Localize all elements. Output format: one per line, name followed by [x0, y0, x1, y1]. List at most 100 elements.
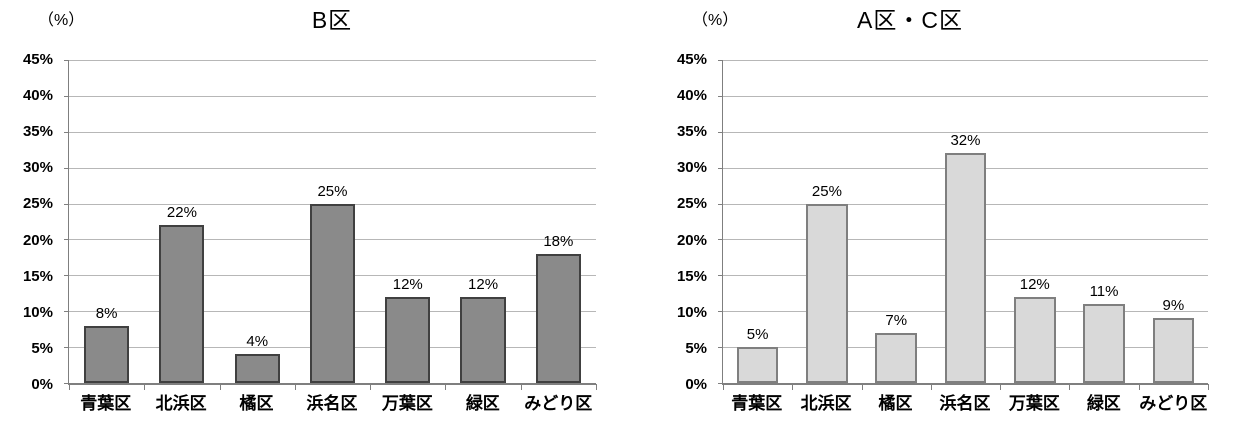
y-tick-label: 45% [22, 51, 53, 68]
y-tick-label: 45% [676, 51, 707, 68]
x-category-label: 橘区 [239, 394, 274, 413]
x-category-label: 万葉区 [381, 394, 433, 413]
chart-title: A区・C区 [857, 7, 963, 33]
y-tick-label: 30% [22, 159, 53, 177]
y-tick-mark [64, 383, 69, 384]
chart-b-ku: （%） B区 0% 5% 10% 15% 20% 25% 30% 35% 40% 45% 8% 22… [0, 7, 597, 418]
y-tick-label: 25% [22, 195, 53, 213]
bar-slot: 8% [69, 60, 144, 383]
gridline [69, 95, 596, 97]
y-tick-mark [64, 60, 69, 61]
bar-value-label: 4% [246, 333, 269, 351]
bar-value-label: 12% [468, 275, 499, 293]
bar-value-label: 18% [543, 232, 574, 250]
x-category-label: 青葉区 [80, 394, 132, 413]
x-category-label: 北浜区 [155, 394, 207, 413]
bar [84, 325, 130, 383]
y-tick-label: 20% [22, 231, 53, 249]
y-tick-label: 25% [676, 195, 707, 213]
x-tick-mark [520, 384, 522, 390]
bars-group: 5% 25% 7% 32% 12% 11% 9% [723, 60, 1208, 383]
bar [944, 153, 987, 383]
plot-area: 5% 25% 7% 32% 12% 11% 9% [718, 60, 1209, 390]
y-tick-label: 10% [676, 303, 707, 321]
x-axis-category-labels: 青葉区 北浜区 橘区 浜名区 万葉区 緑区 みどり区 [68, 392, 596, 418]
x-tick-mark [596, 384, 597, 390]
y-tick-mark [64, 311, 69, 313]
x-tick-mark [219, 384, 221, 390]
y-tick-mark [64, 167, 69, 169]
gridline [69, 167, 596, 169]
bar-slot: 12% [1000, 60, 1069, 383]
y-tick-mark [64, 131, 69, 133]
x-tick-mark [69, 384, 70, 390]
y-tick-label: 0% [685, 376, 707, 393]
x-category-label: みどり区 [524, 394, 593, 413]
bar-value-label: 8% [95, 304, 118, 322]
y-axis-unit-label: （%） [692, 12, 739, 29]
gridline [723, 131, 1208, 133]
x-tick-mark [861, 384, 863, 390]
y-tick-mark [718, 131, 723, 133]
bar-value-label: 7% [885, 311, 908, 329]
y-tick-mark [64, 95, 69, 97]
bar-slot: 7% [862, 60, 931, 383]
x-category-label: 浜名区 [306, 394, 358, 413]
bar-value-label: 22% [166, 204, 197, 222]
bar-slot: 9% [1139, 60, 1208, 383]
bar-slot: 18% [521, 60, 596, 383]
y-tick-label: 5% [31, 339, 53, 357]
y-tick-mark [64, 347, 69, 349]
bar [1013, 296, 1056, 383]
x-category-label: 万葉区 [1008, 394, 1060, 413]
y-tick-label: 35% [22, 123, 53, 141]
y-tick-mark [718, 239, 723, 241]
x-tick-mark [445, 384, 447, 390]
bar [460, 296, 506, 383]
x-category-label: 緑区 [465, 394, 500, 413]
y-tick-label: 15% [22, 267, 53, 285]
bar [875, 332, 917, 383]
x-category-label: 青葉区 [731, 394, 783, 413]
x-tick-mark [144, 384, 146, 390]
y-tick-label: 0% [31, 376, 53, 393]
bar-value-label: 32% [950, 132, 981, 150]
chart-title: B区 [311, 7, 353, 33]
x-tick-mark [723, 384, 724, 390]
bar-slot: 4% [220, 60, 295, 383]
x-category-label: 緑区 [1086, 394, 1121, 413]
bar-slot: 32% [931, 60, 1000, 383]
bar-value-label: 25% [811, 182, 842, 200]
x-axis-category-labels: 青葉区 北浜区 橘区 浜名区 万葉区 緑区 みどり区 [722, 392, 1208, 418]
y-tick-mark [64, 239, 69, 241]
x-tick-mark [1069, 384, 1071, 390]
gridline [69, 60, 596, 61]
x-category-label: 浜名区 [939, 394, 991, 413]
bar [806, 203, 848, 383]
bar-slot: 25% [792, 60, 861, 383]
gridline [69, 131, 596, 133]
chart-a-c-ku: （%） A区・C区 0% 5% 10% 15% 20% 25% 30% 35% 40% 45% 5… [620, 0, 1240, 433]
y-tick-label: 40% [22, 87, 53, 105]
y-tick-label: 20% [676, 231, 707, 249]
bar [234, 354, 280, 383]
y-tick-label: 40% [676, 87, 707, 105]
bar-value-label: 25% [317, 182, 348, 200]
bar [385, 296, 431, 383]
y-tick-mark [718, 167, 723, 169]
y-tick-mark [718, 95, 723, 97]
y-axis: 0% 5% 10% 15% 20% 25% 30% 35% 40% 45% [0, 51, 60, 393]
bar-slot: 22% [144, 60, 219, 383]
y-tick-mark [64, 203, 69, 205]
y-axis: 0% 5% 10% 15% 20% 25% 30% 35% 40% 45% [654, 51, 714, 393]
bar [1083, 304, 1125, 383]
bar-value-label: 12% [392, 275, 423, 293]
y-tick-mark [718, 311, 723, 313]
bar-value-label: 11% [1089, 283, 1119, 301]
x-tick-mark [370, 384, 372, 390]
bar-slot: 11% [1069, 60, 1138, 383]
x-tick-mark [1138, 384, 1140, 390]
y-axis-unit-label: （%） [38, 12, 85, 29]
y-tick-mark [64, 275, 69, 277]
